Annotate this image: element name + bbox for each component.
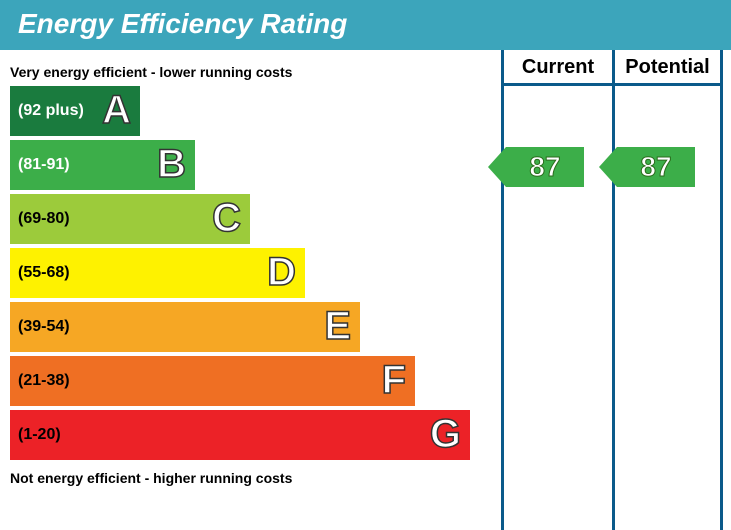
band-letter-a: A bbox=[102, 90, 132, 130]
chart-body: Very energy efficient - lower running co… bbox=[0, 50, 731, 500]
band-a: (92 plus) A bbox=[10, 86, 140, 136]
band-d: (55-68) D bbox=[10, 248, 305, 298]
band-range-e: (39-54) bbox=[10, 318, 70, 336]
band-f: (21-38) F bbox=[10, 356, 415, 406]
arrow-icon bbox=[599, 147, 617, 187]
band-letter-d: D bbox=[267, 252, 297, 292]
band-letter-g: G bbox=[430, 414, 462, 454]
current-tag: 87 bbox=[488, 147, 584, 187]
band-letter-e: E bbox=[324, 306, 352, 346]
header-title: Energy Efficiency Rating bbox=[18, 8, 347, 39]
band-e: (39-54) E bbox=[10, 302, 360, 352]
band-letter-f: F bbox=[382, 360, 407, 400]
column-potential: Potential 87 bbox=[612, 50, 723, 530]
band-letter-b: B bbox=[157, 144, 187, 184]
band-b: (81-91) B bbox=[10, 140, 195, 190]
band-c: (69-80) C bbox=[10, 194, 250, 244]
band-range-g: (1-20) bbox=[10, 426, 61, 444]
header-bar: Energy Efficiency Rating bbox=[0, 0, 731, 50]
bands-container: (92 plus) A (81-91) B (69-80) C (55-68) D (39-54… bbox=[10, 86, 490, 460]
band-range-d: (55-68) bbox=[10, 264, 70, 282]
band-range-c: (69-80) bbox=[10, 210, 70, 228]
band-range-f: (21-38) bbox=[10, 372, 70, 390]
band-range-b: (81-91) bbox=[10, 156, 70, 174]
bands-area: Very energy efficient - lower running co… bbox=[10, 60, 490, 486]
column-potential-label: Potential bbox=[615, 50, 720, 86]
column-current: Current 87 bbox=[501, 50, 612, 530]
potential-tag-value: 87 bbox=[617, 147, 695, 187]
value-columns: Current 87 Potential 87 bbox=[501, 50, 723, 530]
band-g: (1-20) G bbox=[10, 410, 470, 460]
band-letter-c: C bbox=[212, 198, 242, 238]
current-tag-value: 87 bbox=[506, 147, 584, 187]
caption-bottom: Not energy efficient - higher running co… bbox=[10, 464, 490, 486]
band-range-a: (92 plus) bbox=[10, 102, 84, 120]
arrow-icon bbox=[488, 147, 506, 187]
potential-tag: 87 bbox=[599, 147, 695, 187]
caption-top: Very energy efficient - lower running co… bbox=[10, 60, 490, 86]
column-current-label: Current bbox=[504, 50, 612, 86]
